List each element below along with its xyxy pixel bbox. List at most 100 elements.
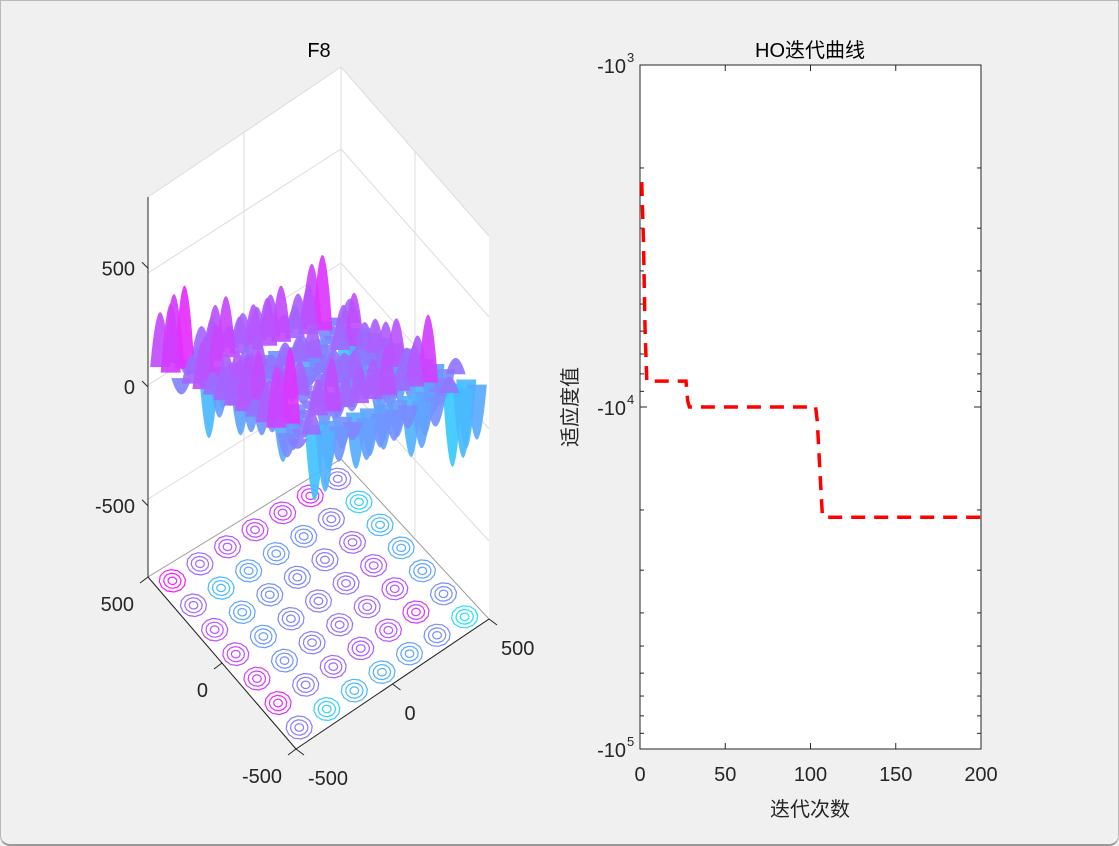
x-tick-label: 200 bbox=[964, 764, 997, 786]
surface-peak bbox=[330, 322, 351, 350]
contour-ring bbox=[239, 562, 258, 579]
contour-ring bbox=[313, 696, 341, 722]
contour-ring bbox=[396, 543, 407, 553]
surface-peak bbox=[404, 344, 425, 387]
contour-ring bbox=[317, 700, 337, 718]
contour-ring bbox=[184, 597, 203, 614]
contour-ring bbox=[243, 666, 271, 691]
surface-peak bbox=[298, 284, 319, 335]
contour-ring bbox=[334, 620, 345, 630]
line-plot: 0 50 100 150 200-10 3-10 4-10 5 HO迭代曲线 迭代次数 适应度… bbox=[559, 39, 998, 821]
contour-ring bbox=[296, 676, 315, 694]
contour-ring bbox=[353, 595, 381, 619]
y-tick-label: -10 bbox=[597, 56, 626, 78]
surface-peak bbox=[257, 297, 278, 346]
contour-ring bbox=[213, 535, 242, 559]
contour-ring bbox=[289, 719, 309, 736]
contour-ring bbox=[450, 605, 479, 629]
contour-ring bbox=[383, 625, 394, 635]
contour-ring bbox=[347, 538, 358, 547]
contour-ring bbox=[341, 578, 352, 588]
contour-ring bbox=[432, 630, 443, 640]
contour-ring bbox=[323, 658, 343, 675]
surface-plot: 500 0 -500 500 0 -500 500 0 -500 F8 bbox=[95, 40, 534, 790]
contour-ring bbox=[251, 674, 262, 684]
contour-ring bbox=[256, 582, 284, 607]
contour-ring bbox=[336, 575, 356, 592]
surface-peak bbox=[321, 358, 342, 412]
surface-peak bbox=[271, 285, 292, 342]
contour-ring bbox=[343, 534, 362, 551]
contour-ring bbox=[395, 641, 424, 666]
contour-ring bbox=[275, 652, 294, 669]
contour-ring bbox=[288, 569, 307, 586]
contour-ring bbox=[264, 690, 292, 716]
contour-ring bbox=[408, 559, 437, 583]
contour-ring bbox=[167, 576, 178, 586]
contour-ring bbox=[273, 698, 284, 708]
contour-ring bbox=[209, 625, 220, 635]
contour-ring bbox=[349, 686, 360, 696]
contour-ring bbox=[264, 590, 275, 600]
contour-ring bbox=[325, 612, 354, 637]
contour-ring bbox=[218, 538, 237, 555]
contour-ring bbox=[243, 566, 254, 576]
contour-ring bbox=[283, 565, 312, 590]
contour-ring bbox=[294, 723, 305, 732]
contour-ring bbox=[300, 680, 311, 690]
contour-ring bbox=[205, 621, 224, 638]
contour-ring bbox=[372, 663, 392, 681]
contour-ring bbox=[315, 551, 335, 568]
surface-mesh bbox=[150, 254, 487, 501]
x-tick-label: 100 bbox=[794, 764, 827, 786]
contour-ring bbox=[347, 636, 375, 661]
contour-ring bbox=[298, 630, 326, 655]
contour-ring bbox=[351, 640, 371, 657]
surface-peak bbox=[301, 410, 322, 435]
contour-ring bbox=[307, 638, 318, 648]
contour-ring bbox=[270, 648, 299, 673]
contour-ring bbox=[345, 682, 364, 699]
contour-ring bbox=[241, 518, 269, 542]
contour-ring bbox=[260, 586, 280, 603]
contour-ring bbox=[379, 622, 398, 639]
contour-lines bbox=[158, 467, 479, 740]
contour-ring bbox=[277, 606, 305, 631]
contour-ring bbox=[200, 617, 229, 642]
contour-ring bbox=[317, 507, 346, 531]
contour-ring bbox=[273, 504, 292, 521]
contour-ring bbox=[368, 660, 396, 685]
contour-ring bbox=[376, 667, 387, 677]
contour-ring bbox=[309, 592, 328, 610]
contour-ring bbox=[268, 501, 297, 525]
contour-ring bbox=[427, 627, 447, 644]
surface-peak bbox=[453, 388, 474, 458]
contour-ring bbox=[285, 614, 296, 624]
contour-ring bbox=[304, 589, 333, 613]
contour-ring bbox=[328, 471, 348, 487]
contour-ring bbox=[385, 580, 405, 597]
contour-ring bbox=[262, 541, 290, 566]
contour-ring bbox=[268, 694, 288, 712]
contour-ring bbox=[400, 645, 419, 662]
y-tick-label: -10 bbox=[597, 398, 626, 420]
contour-ring bbox=[271, 549, 282, 558]
contour-ring bbox=[230, 649, 241, 659]
contour-ring bbox=[247, 670, 267, 687]
contour-ring bbox=[328, 662, 339, 672]
contour-ring bbox=[319, 555, 330, 565]
contour-ring bbox=[249, 624, 278, 649]
contour-ring bbox=[277, 508, 288, 518]
contour-ring bbox=[285, 715, 313, 740]
surface-peak bbox=[386, 318, 407, 367]
contour-ring bbox=[245, 521, 265, 538]
surface-peak bbox=[266, 366, 287, 428]
contour-ring bbox=[234, 559, 263, 583]
contour-ring bbox=[438, 589, 449, 599]
x-axis-label: 迭代次数 bbox=[770, 798, 850, 821]
y-tick-label: 500 bbox=[101, 594, 134, 616]
contour-ring bbox=[226, 645, 246, 663]
contour-ring bbox=[250, 525, 261, 535]
y-tick-exponent: 4 bbox=[627, 392, 634, 407]
